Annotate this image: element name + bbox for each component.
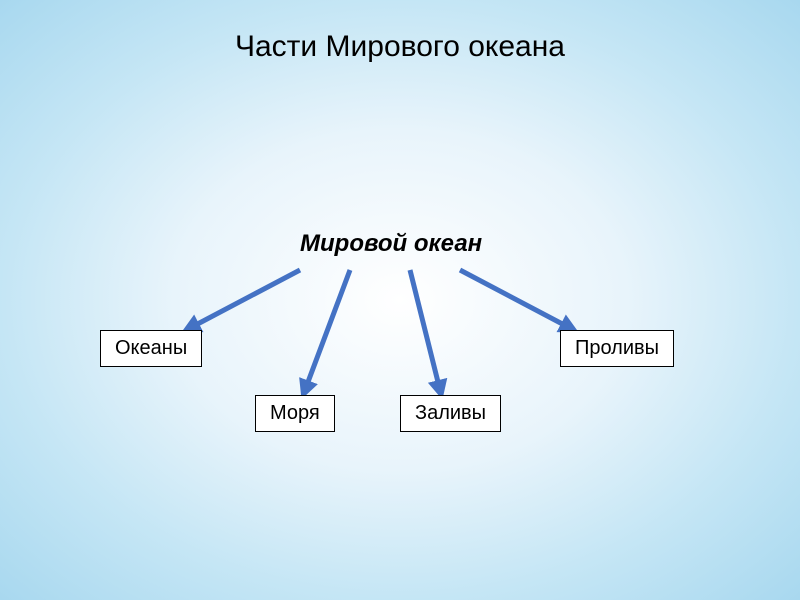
- arrow-straits: [460, 270, 570, 328]
- page-title: Части Мирового океана: [235, 30, 565, 64]
- node-straits: Проливы: [560, 330, 674, 367]
- node-bays: Заливы: [400, 395, 501, 432]
- node-oceans: Океаны: [100, 330, 202, 367]
- diagram-root-label: Мировой океан: [300, 230, 482, 258]
- arrow-bays: [410, 270, 440, 390]
- arrow-seas: [305, 270, 350, 390]
- arrow-oceans: [0, 0, 800, 600]
- node-seas: Моря: [255, 395, 335, 432]
